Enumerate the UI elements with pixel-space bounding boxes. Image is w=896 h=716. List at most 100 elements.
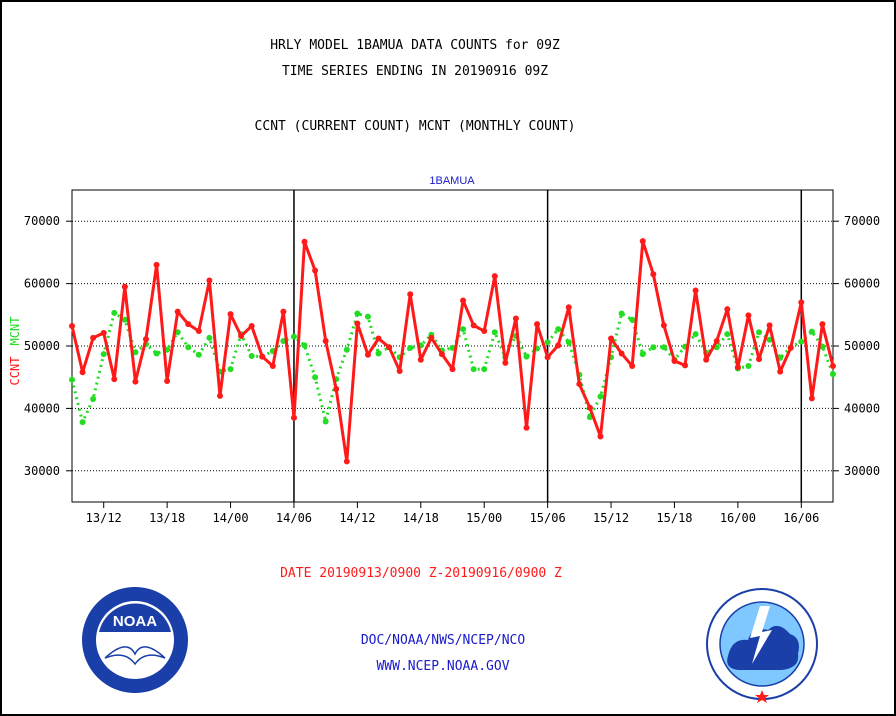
- data-point-ccnt: [438, 351, 445, 358]
- day-markers: [293, 190, 803, 502]
- chart-title-line1: HRLY MODEL 1BAMUA DATA COUNTS for 09Z: [270, 38, 560, 53]
- data-point-ccnt: [544, 354, 551, 361]
- data-point-ccnt: [69, 323, 75, 330]
- data-point-ccnt: [322, 338, 329, 345]
- x-tick-label: 14/12: [339, 511, 375, 525]
- data-point-ccnt: [449, 366, 456, 373]
- x-tick-label: 15/00: [466, 511, 502, 525]
- data-point-mcnt: [100, 351, 107, 358]
- data-point-ccnt: [798, 299, 805, 306]
- y-tick-label: 60000: [844, 277, 880, 291]
- data-point-ccnt: [766, 322, 773, 329]
- data-point-mcnt: [312, 374, 319, 381]
- data-point-ccnt: [354, 320, 361, 327]
- data-point-mcnt: [481, 366, 488, 373]
- data-point-ccnt: [121, 283, 128, 290]
- y-tick-label: 70000: [24, 214, 60, 228]
- data-point-mcnt: [491, 329, 498, 336]
- data-point-mcnt: [407, 344, 414, 351]
- y-tick-label: 30000: [844, 464, 880, 478]
- data-point-ccnt: [819, 321, 826, 328]
- data-point-ccnt: [692, 287, 699, 294]
- data-point-ccnt: [608, 335, 615, 342]
- data-point-mcnt: [724, 331, 731, 338]
- x-axis: 13/12 13/18 14/00 14/06 14/12 14/18 15/00 15/06…: [86, 502, 819, 525]
- chart-title-line2: TIME SERIES ENDING IN 20190916 09Z: [281, 64, 549, 79]
- data-point-ccnt: [280, 308, 287, 315]
- data-point-ccnt: [301, 238, 308, 245]
- data-point-mcnt: [354, 310, 361, 317]
- data-point-ccnt: [512, 315, 519, 322]
- data-point-mcnt: [322, 418, 329, 425]
- data-point-ccnt: [756, 356, 763, 363]
- y-label-ccnt: CCNT: [8, 357, 22, 386]
- data-point-ccnt: [534, 321, 541, 328]
- data-point-mcnt: [301, 342, 308, 349]
- x-tick-label: 15/12: [593, 511, 629, 525]
- svg-text:NOAA: NOAA: [113, 613, 157, 630]
- data-point-ccnt: [90, 334, 97, 341]
- series-line-ccnt: [70, 239, 835, 463]
- data-point-ccnt: [259, 353, 266, 360]
- data-point-mcnt: [343, 346, 350, 353]
- data-point-ccnt: [565, 304, 572, 311]
- noaa-logo: NOAA: [82, 587, 188, 693]
- plot-name: 1BAMUA: [429, 175, 475, 187]
- data-point-ccnt: [470, 322, 477, 329]
- website-link[interactable]: WWW.NCEP.NOAA.GOV: [376, 659, 510, 674]
- x-tick-label: 13/12: [86, 511, 122, 525]
- data-point-ccnt: [375, 335, 382, 342]
- data-point-ccnt: [597, 433, 604, 440]
- data-point-ccnt: [586, 404, 593, 411]
- data-point-mcnt: [290, 333, 297, 340]
- data-point-ccnt: [576, 381, 583, 388]
- data-point-ccnt: [333, 386, 340, 393]
- data-point-ccnt: [206, 277, 213, 284]
- data-point-ccnt: [238, 333, 245, 340]
- series-ccnt: [69, 238, 836, 465]
- x-tick-label: 14/06: [276, 511, 312, 525]
- data-point-mcnt: [544, 339, 551, 346]
- data-point-ccnt: [100, 329, 107, 336]
- data-point-ccnt: [185, 321, 192, 328]
- data-point-ccnt: [660, 322, 667, 329]
- data-point-ccnt: [428, 334, 435, 341]
- data-point-ccnt: [618, 350, 625, 357]
- data-point-mcnt: [248, 352, 255, 359]
- y-tick-label: 50000: [844, 339, 880, 353]
- x-tick-label: 13/18: [149, 511, 185, 525]
- data-point-ccnt: [777, 368, 784, 375]
- x-tick-label: 15/06: [530, 511, 566, 525]
- data-point-mcnt: [660, 344, 667, 351]
- data-point-ccnt: [290, 414, 297, 421]
- data-point-ccnt: [227, 311, 234, 318]
- org-credit: DOC/NOAA/NWS/NCEP/NCO: [360, 633, 526, 648]
- y-axis-left: 30000 40000 50000 60000 70000: [24, 214, 72, 478]
- data-point-ccnt: [724, 306, 731, 313]
- data-point-mcnt: [798, 338, 805, 345]
- data-point-ccnt: [523, 424, 530, 431]
- data-point-mcnt: [629, 316, 636, 323]
- data-point-mcnt: [121, 316, 128, 323]
- data-point-ccnt: [639, 238, 646, 245]
- data-point-mcnt: [132, 349, 139, 356]
- chart-subtitle: CCNT (CURRENT COUNT) MCNT (MONTHLY COUNT…: [254, 119, 576, 134]
- data-point-ccnt: [713, 338, 720, 345]
- data-point-ccnt: [407, 291, 414, 298]
- data-point-ccnt: [343, 458, 350, 465]
- data-point-ccnt: [650, 271, 657, 278]
- data-point-ccnt: [502, 359, 509, 366]
- data-point-mcnt: [449, 344, 456, 351]
- y-tick-label: 40000: [844, 401, 880, 415]
- data-point-mcnt: [808, 328, 815, 335]
- data-point-mcnt: [375, 350, 382, 357]
- data-point-ccnt: [830, 362, 836, 369]
- data-point-mcnt: [639, 351, 646, 358]
- data-point-mcnt: [364, 313, 371, 320]
- data-point-mcnt: [69, 376, 75, 383]
- data-point-ccnt: [481, 328, 488, 335]
- data-point-ccnt: [195, 328, 202, 335]
- data-point-mcnt: [111, 309, 118, 316]
- data-point-ccnt: [248, 323, 255, 330]
